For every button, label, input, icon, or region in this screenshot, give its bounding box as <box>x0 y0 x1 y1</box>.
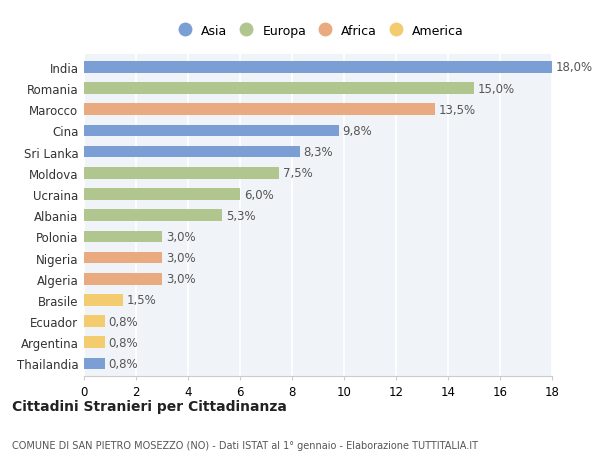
Bar <box>84 146 300 158</box>
Bar <box>84 231 162 243</box>
Legend: Asia, Europa, Africa, America: Asia, Europa, Africa, America <box>167 20 469 43</box>
Text: 7,5%: 7,5% <box>283 167 313 180</box>
Bar <box>84 337 105 348</box>
Text: 0,8%: 0,8% <box>109 315 139 328</box>
Text: 15,0%: 15,0% <box>478 83 515 95</box>
Bar <box>84 210 222 222</box>
Bar <box>84 125 339 137</box>
Bar <box>84 104 435 116</box>
Text: 3,0%: 3,0% <box>166 230 196 243</box>
Text: 0,8%: 0,8% <box>109 357 139 370</box>
Bar <box>84 83 474 95</box>
Text: 3,0%: 3,0% <box>166 252 196 264</box>
Text: 8,3%: 8,3% <box>304 146 334 159</box>
Text: 13,5%: 13,5% <box>439 104 476 117</box>
Text: 1,5%: 1,5% <box>127 294 157 307</box>
Text: 5,3%: 5,3% <box>226 209 256 222</box>
Text: 3,0%: 3,0% <box>166 273 196 285</box>
Bar <box>84 62 552 73</box>
Text: 18,0%: 18,0% <box>556 62 593 74</box>
Bar <box>84 273 162 285</box>
Bar <box>84 316 105 327</box>
Text: 6,0%: 6,0% <box>244 188 274 201</box>
Bar <box>84 189 240 201</box>
Text: 0,8%: 0,8% <box>109 336 139 349</box>
Bar <box>84 295 123 306</box>
Bar <box>84 252 162 264</box>
Bar <box>84 358 105 369</box>
Text: Cittadini Stranieri per Cittadinanza: Cittadini Stranieri per Cittadinanza <box>12 399 287 413</box>
Bar <box>84 168 279 179</box>
Text: 9,8%: 9,8% <box>343 125 373 138</box>
Text: COMUNE DI SAN PIETRO MOSEZZO (NO) - Dati ISTAT al 1° gennaio - Elaborazione TUTT: COMUNE DI SAN PIETRO MOSEZZO (NO) - Dati… <box>12 440 478 450</box>
